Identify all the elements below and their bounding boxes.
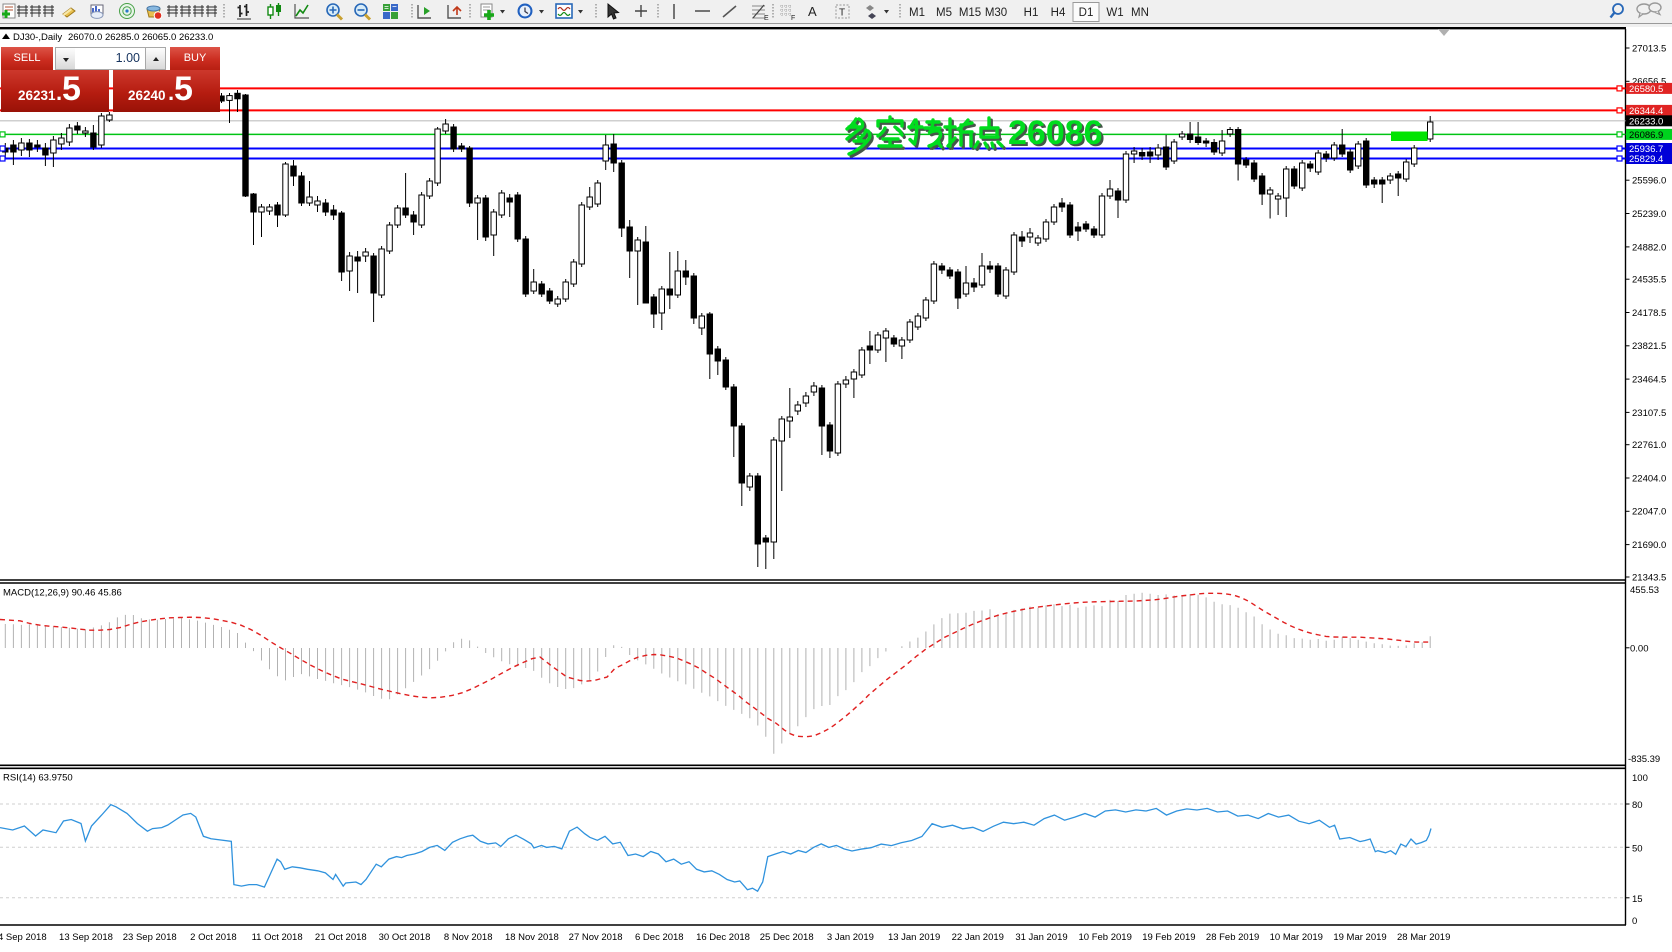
svg-text:24535.5: 24535.5 bbox=[1632, 275, 1666, 286]
svg-text:4 Sep 2018: 4 Sep 2018 bbox=[0, 932, 47, 943]
svg-text:T: T bbox=[839, 8, 845, 19]
svg-text:24178.5: 24178.5 bbox=[1632, 308, 1666, 319]
svg-text:26656.5: 26656.5 bbox=[1632, 77, 1666, 88]
svg-text:M1: M1 bbox=[909, 7, 925, 19]
svg-text:23821.5: 23821.5 bbox=[1632, 341, 1666, 352]
svg-text:22404.0: 22404.0 bbox=[1632, 473, 1666, 484]
svg-text:D1: D1 bbox=[1079, 7, 1094, 19]
svg-text:23464.5: 23464.5 bbox=[1632, 375, 1666, 386]
svg-text:13 Sep 2018: 13 Sep 2018 bbox=[59, 932, 113, 943]
svg-text:DJ30-,Daily: DJ30-,Daily bbox=[13, 32, 62, 43]
svg-text:26086: 26086 bbox=[1008, 114, 1103, 152]
svg-text:80: 80 bbox=[1632, 800, 1643, 811]
svg-text:25596.0: 25596.0 bbox=[1632, 176, 1666, 187]
svg-text:0.00: 0.00 bbox=[1630, 644, 1649, 655]
svg-text:E: E bbox=[764, 15, 769, 22]
svg-text:M5: M5 bbox=[936, 7, 952, 19]
svg-text:10 Mar 2019: 10 Mar 2019 bbox=[1270, 932, 1323, 943]
svg-text:M15: M15 bbox=[959, 7, 981, 19]
svg-text:H1: H1 bbox=[1024, 7, 1039, 19]
svg-text:31 Jan 2019: 31 Jan 2019 bbox=[1015, 932, 1067, 943]
svg-text:26086: 26086 bbox=[1010, 116, 1105, 154]
svg-text:19 Mar 2019: 19 Mar 2019 bbox=[1333, 932, 1386, 943]
svg-text:25936.7: 25936.7 bbox=[1629, 144, 1663, 155]
svg-text:26580.5: 26580.5 bbox=[1629, 84, 1663, 95]
svg-text:25829.4: 25829.4 bbox=[1629, 154, 1663, 165]
svg-text:18 Nov 2018: 18 Nov 2018 bbox=[505, 932, 559, 943]
svg-text:15: 15 bbox=[1632, 894, 1643, 905]
svg-text:10 Feb 2019: 10 Feb 2019 bbox=[1079, 932, 1132, 943]
svg-text:6 Dec 2018: 6 Dec 2018 bbox=[635, 932, 684, 943]
svg-text:25239.0: 25239.0 bbox=[1632, 209, 1666, 220]
svg-text:22761.0: 22761.0 bbox=[1632, 440, 1666, 451]
svg-text:H4: H4 bbox=[1051, 7, 1066, 19]
svg-text:8 Nov 2018: 8 Nov 2018 bbox=[444, 932, 493, 943]
svg-text:21 Oct 2018: 21 Oct 2018 bbox=[315, 932, 367, 943]
svg-text:23107.5: 23107.5 bbox=[1632, 408, 1666, 419]
svg-text:26344.4: 26344.4 bbox=[1629, 106, 1663, 117]
svg-text:30 Oct 2018: 30 Oct 2018 bbox=[379, 932, 431, 943]
svg-text:26070.0 26285.0 26065.0 26233.: 26070.0 26285.0 26065.0 26233.0 bbox=[68, 32, 213, 43]
svg-text:24882.0: 24882.0 bbox=[1632, 242, 1666, 253]
svg-text:16 Dec 2018: 16 Dec 2018 bbox=[696, 932, 750, 943]
svg-text:A: A bbox=[808, 4, 817, 19]
svg-text:22047.0: 22047.0 bbox=[1632, 507, 1666, 518]
svg-text:28 Feb 2019: 28 Feb 2019 bbox=[1206, 932, 1259, 943]
svg-text:0: 0 bbox=[1632, 916, 1637, 927]
svg-text:455.53: 455.53 bbox=[1630, 585, 1659, 596]
svg-text:100: 100 bbox=[1632, 773, 1648, 784]
svg-text:MN: MN bbox=[1131, 7, 1149, 19]
svg-text:2 Oct 2018: 2 Oct 2018 bbox=[190, 932, 236, 943]
svg-text:19 Feb 2019: 19 Feb 2019 bbox=[1142, 932, 1195, 943]
svg-text:23 Sep 2018: 23 Sep 2018 bbox=[123, 932, 177, 943]
svg-text:27013.5: 27013.5 bbox=[1632, 43, 1666, 54]
svg-text:26233.0: 26233.0 bbox=[1629, 116, 1663, 127]
svg-text:26086.9: 26086.9 bbox=[1629, 130, 1663, 141]
svg-text:W1: W1 bbox=[1106, 7, 1123, 19]
svg-text:13 Jan 2019: 13 Jan 2019 bbox=[888, 932, 940, 943]
svg-text:F: F bbox=[791, 15, 795, 22]
svg-text:21343.5: 21343.5 bbox=[1632, 572, 1666, 583]
svg-text:11 Oct 2018: 11 Oct 2018 bbox=[252, 932, 303, 943]
svg-text:-835.39: -835.39 bbox=[1628, 754, 1660, 765]
svg-text:M30: M30 bbox=[985, 7, 1007, 19]
svg-text:3 Jan 2019: 3 Jan 2019 bbox=[827, 932, 874, 943]
svg-text:27 Nov 2018: 27 Nov 2018 bbox=[569, 932, 623, 943]
svg-text:21690.0: 21690.0 bbox=[1632, 540, 1666, 551]
svg-text:50: 50 bbox=[1632, 843, 1643, 854]
svg-text:22 Jan 2019: 22 Jan 2019 bbox=[952, 932, 1004, 943]
svg-text:25 Dec 2018: 25 Dec 2018 bbox=[760, 932, 814, 943]
svg-text:RSI(14) 63.9750: RSI(14) 63.9750 bbox=[3, 773, 73, 784]
svg-text:MACD(12,26,9) 90.46 45.86: MACD(12,26,9) 90.46 45.86 bbox=[3, 588, 122, 599]
svg-text:28 Mar 2019: 28 Mar 2019 bbox=[1397, 932, 1450, 943]
